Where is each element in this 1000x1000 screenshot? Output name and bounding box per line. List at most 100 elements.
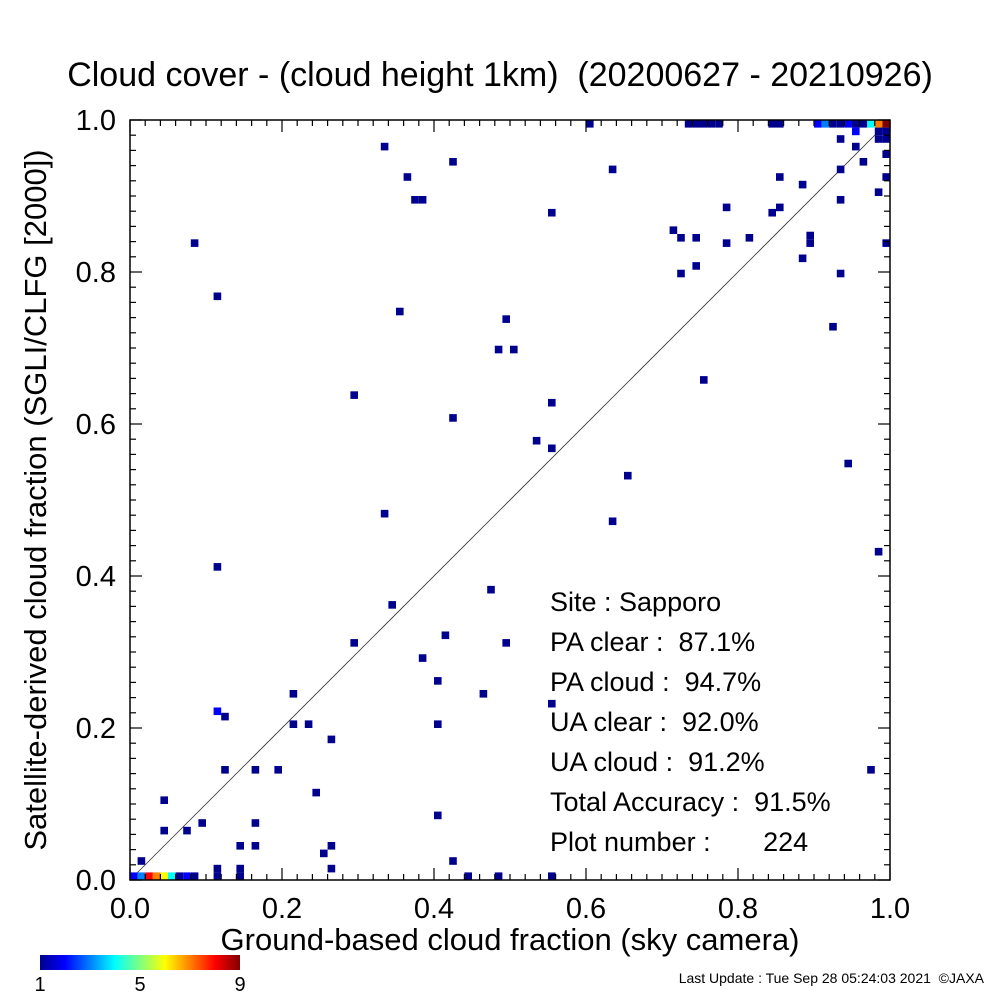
data-point — [836, 196, 845, 204]
data-point — [532, 436, 541, 445]
data-point — [464, 872, 472, 880]
data-points — [130, 120, 890, 880]
data-point — [160, 796, 168, 804]
y-tick-label: 0.6 — [76, 409, 116, 441]
data-point — [183, 872, 191, 880]
data-point — [548, 444, 556, 453]
data-point — [137, 857, 146, 865]
data-point — [145, 872, 153, 880]
stats-panel: Site : Sapporo PA clear : 87.1% PA cloud… — [550, 582, 831, 862]
data-point — [418, 654, 427, 662]
data-point — [692, 234, 700, 242]
data-point — [289, 720, 298, 728]
stat-site: Site : Sapporo — [550, 587, 722, 617]
data-point — [327, 842, 336, 850]
data-point — [350, 391, 358, 399]
data-point — [684, 120, 693, 128]
data-point — [304, 720, 313, 728]
data-point — [874, 120, 883, 128]
data-point — [814, 120, 822, 128]
data-point — [502, 639, 510, 647]
data-point — [175, 872, 184, 880]
data-point — [715, 120, 723, 128]
last-update-footer: Last Update : Tue Sep 28 05:24:03 2021 ©… — [678, 970, 984, 986]
data-point — [829, 322, 837, 331]
data-point — [403, 173, 412, 181]
data-point — [289, 690, 298, 698]
data-point — [502, 315, 510, 323]
data-point — [882, 120, 890, 128]
data-point — [160, 826, 168, 835]
x-tick-label: 0.0 — [110, 893, 150, 925]
data-point — [251, 819, 260, 827]
data-point — [190, 239, 199, 247]
data-point — [852, 120, 860, 128]
data-point — [350, 639, 358, 647]
y-tick-label: 0.2 — [76, 713, 116, 745]
data-point — [882, 150, 890, 158]
chart-title: Cloud cover - (cloud height 1km) (202006… — [67, 56, 933, 94]
data-point — [183, 826, 191, 835]
data-point — [441, 631, 450, 640]
data-point — [380, 509, 389, 518]
data-point — [168, 872, 176, 880]
data-point — [608, 517, 617, 526]
colorbar-label-mid: 5 — [134, 974, 146, 996]
data-point — [852, 142, 860, 151]
data-point — [236, 872, 244, 880]
data-point — [882, 173, 890, 181]
data-point — [213, 872, 222, 880]
data-point — [700, 120, 708, 128]
data-point — [449, 414, 457, 422]
data-point — [776, 203, 784, 212]
data-point — [388, 601, 396, 609]
data-point — [806, 231, 814, 240]
stat-plot-number: Plot number : 224 — [550, 827, 809, 857]
data-point — [479, 690, 488, 698]
data-point — [434, 811, 442, 820]
data-point — [836, 135, 845, 143]
data-point — [669, 226, 678, 234]
data-point — [707, 120, 716, 128]
data-point — [487, 585, 495, 594]
data-point — [745, 234, 754, 242]
data-point — [798, 254, 807, 263]
x-tick-label: 0.4 — [414, 893, 454, 925]
data-point — [882, 239, 890, 247]
data-point — [836, 120, 845, 128]
data-point — [396, 307, 404, 316]
y-tick-label: 0.8 — [76, 257, 116, 289]
data-point — [510, 345, 518, 354]
axis-tick-labels: 0.0 0.2 0.4 0.6 0.8 1.0 0.0 0.2 0.4 0.6 0.8 1.0 — [76, 105, 910, 925]
data-point — [874, 188, 883, 196]
data-point — [586, 120, 594, 128]
stat-pa-clear: PA clear : 87.1% — [550, 627, 756, 657]
data-point — [882, 135, 890, 143]
x-tick-label: 1.0 — [870, 893, 910, 925]
data-point — [137, 872, 146, 880]
data-point — [852, 127, 860, 136]
x-axis-label: Ground-based cloud fraction (sky camera) — [220, 922, 800, 957]
data-point — [494, 345, 503, 354]
x-tick-label: 0.2 — [262, 893, 302, 925]
stat-ua-clear: UA clear : 92.0% — [550, 707, 759, 737]
data-point — [152, 872, 161, 880]
data-point — [213, 864, 222, 873]
diagonal-line — [129, 119, 891, 881]
data-point — [874, 135, 883, 143]
data-point — [198, 819, 206, 827]
data-point — [677, 234, 685, 242]
data-point — [692, 262, 700, 270]
data-point — [274, 766, 282, 774]
data-point — [411, 196, 419, 204]
data-point — [867, 120, 875, 128]
colorbar-label-max: 9 — [234, 974, 246, 996]
data-point — [320, 849, 328, 858]
data-point — [722, 203, 731, 212]
data-point — [624, 471, 632, 480]
colorbar — [40, 955, 240, 970]
y-tick-label: 0.4 — [76, 561, 116, 593]
stat-total-accuracy: Total Accuracy : 91.5% — [550, 787, 831, 817]
data-point — [236, 842, 244, 850]
data-point — [418, 196, 427, 204]
